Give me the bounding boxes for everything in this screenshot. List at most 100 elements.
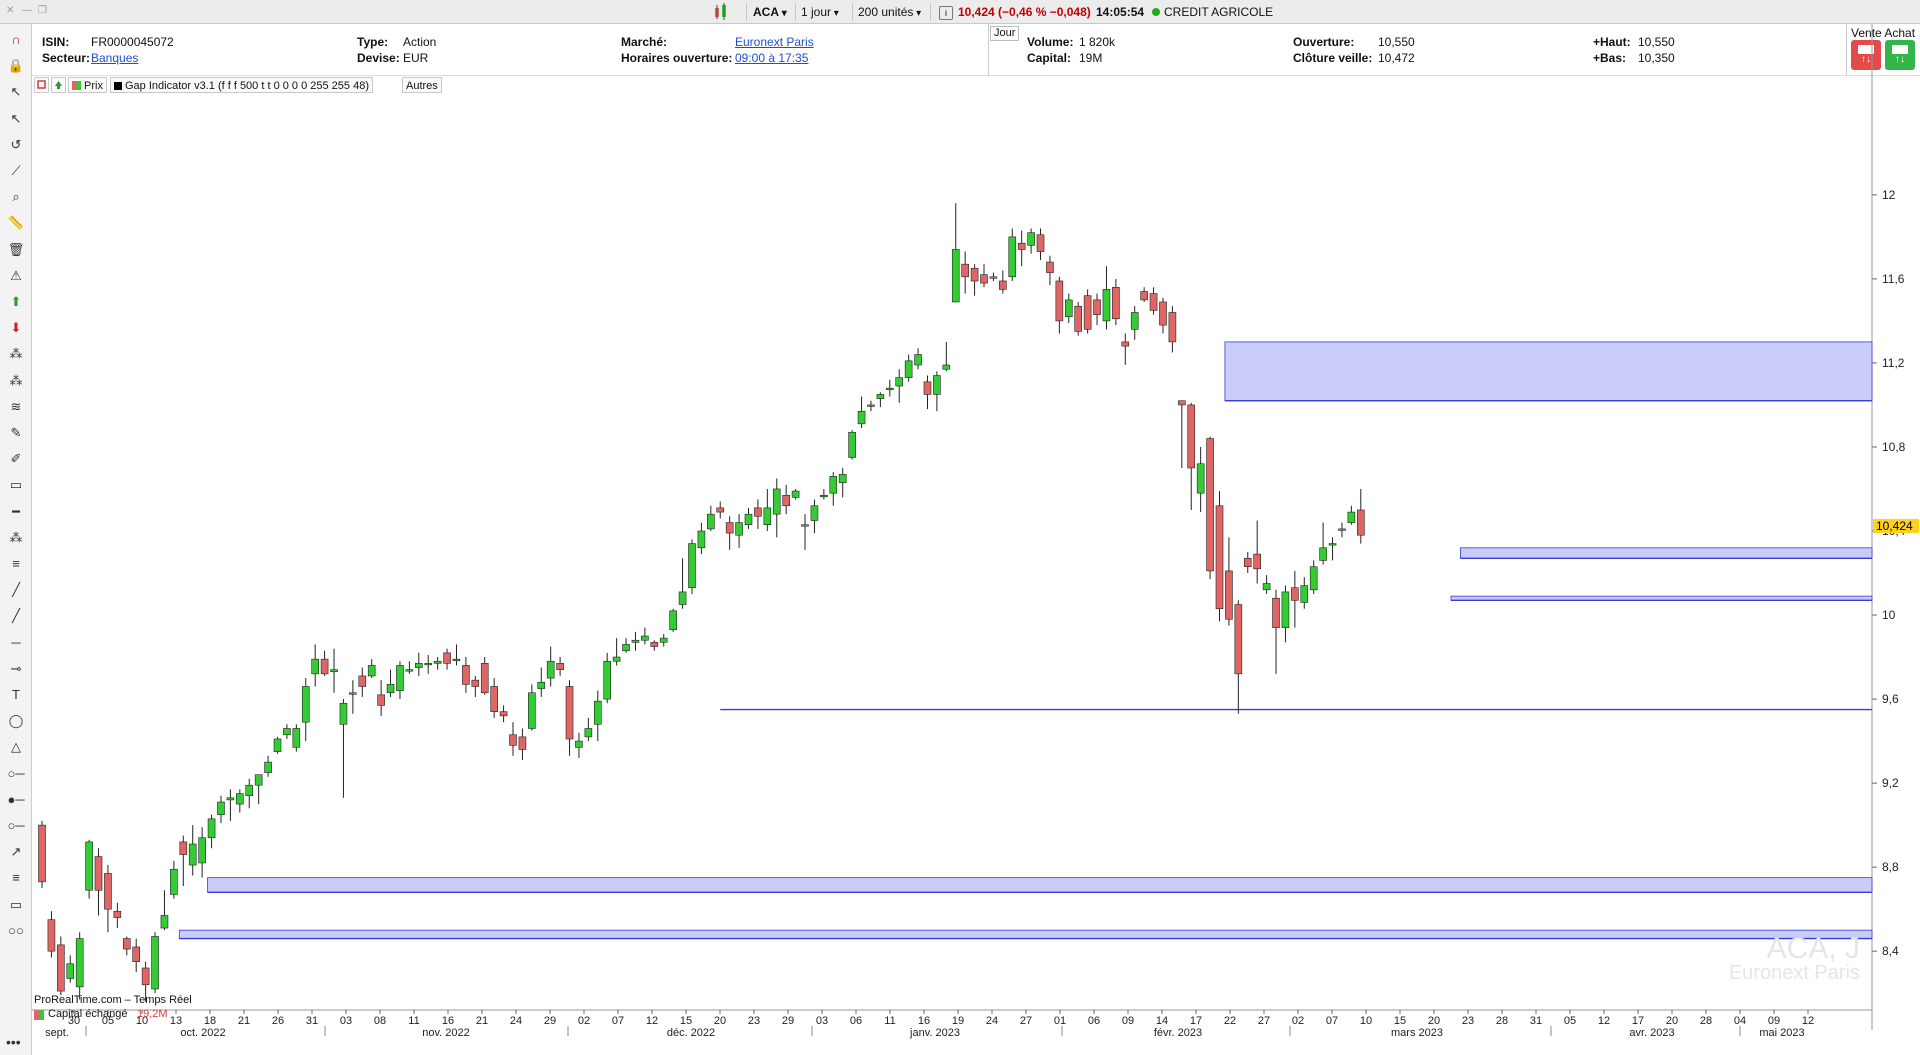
magnet-icon[interactable]: ∩ <box>11 32 21 47</box>
horaires-link[interactable]: 09:00 à 17:35 <box>735 51 809 65</box>
close-window-icon[interactable]: ✕ <box>6 5 15 16</box>
more-options-icon[interactable]: ••• <box>6 1034 21 1050</box>
candle-body <box>772 488 781 515</box>
candle-body <box>1074 305 1082 332</box>
ticker-select[interactable]: ACA <box>753 3 787 21</box>
triangle-icon[interactable]: △ <box>11 739 21 755</box>
segment2-icon[interactable]: ●─ <box>7 791 25 807</box>
horizontal-line-icon[interactable]: ─ <box>11 634 21 650</box>
candle-body <box>330 669 338 673</box>
y-tick-label: 10,8 <box>1882 440 1906 454</box>
candle-body <box>94 856 103 891</box>
legend-indicator[interactable]: Gap Indicator v3.1 (f f f 500 t t 0 0 0 … <box>110 77 373 93</box>
maximize-window-icon[interactable]: ❐ <box>38 5 47 16</box>
watermark-ticker: ACA, J <box>1766 932 1860 965</box>
line-icon[interactable]: ╱ <box>12 582 20 598</box>
indicator-swatch-icon <box>114 82 122 90</box>
info-icon[interactable]: i <box>939 6 953 20</box>
x-day-label: 20 <box>714 1015 726 1027</box>
segment-icon[interactable]: ○─ <box>7 765 25 781</box>
x-day-label: 16 <box>918 1015 930 1027</box>
lock-icon[interactable]: 🔒 <box>7 58 25 74</box>
zoom-icon[interactable]: ⌕ <box>12 189 20 205</box>
fibonacci-icon[interactable]: ⁂ <box>9 346 23 362</box>
x-day-label: 27 <box>1020 1015 1032 1027</box>
text-icon[interactable]: T <box>12 687 20 702</box>
x-day-label: 08 <box>374 1015 386 1027</box>
candle-body <box>151 936 159 990</box>
x-day-label: 12 <box>1598 1015 1610 1027</box>
candle-body <box>659 637 668 643</box>
candle-body <box>1046 261 1054 273</box>
candle-body <box>1357 509 1365 536</box>
undo-icon[interactable]: ↺ <box>10 136 22 152</box>
minimize-window-icon[interactable]: — <box>22 5 32 16</box>
hline-icon[interactable]: ━ <box>12 503 20 519</box>
channel-icon[interactable]: ≡ <box>12 556 20 571</box>
x-day-label: 16 <box>442 1015 454 1027</box>
fib-fan-icon[interactable]: ≡ <box>12 870 20 886</box>
candle-body <box>75 938 84 988</box>
candle-body <box>170 868 178 895</box>
candle-body <box>885 387 894 390</box>
sell-button[interactable] <box>1851 40 1881 70</box>
candle-body <box>490 686 498 712</box>
candle-body <box>744 513 753 525</box>
candle-body <box>1319 547 1327 561</box>
cloture-value: 10,472 <box>1378 51 1415 65</box>
candle-body <box>236 793 244 805</box>
wave-icon[interactable]: ⁂ <box>9 372 23 388</box>
candle-body <box>1083 295 1092 330</box>
volume-value: 1 820k <box>1079 35 1116 49</box>
x-day-label: 18 <box>204 1015 216 1027</box>
sell-arrow-icon[interactable]: ⬇ <box>10 320 22 336</box>
type-value: Action <box>403 35 437 49</box>
candle-body <box>471 679 480 687</box>
legend-prix-label: Prix <box>84 80 103 92</box>
units-select[interactable]: 200 unités <box>858 3 921 21</box>
haut-label: +Haut: <box>1593 35 1631 49</box>
pen-icon[interactable]: ✎ <box>10 425 22 440</box>
candle-body <box>320 658 329 675</box>
segment3-icon[interactable]: ○─ <box>7 818 25 833</box>
x-day-label: 29 <box>782 1015 794 1027</box>
ruler-icon[interactable]: 📏 <box>7 215 25 231</box>
legend-autres[interactable]: Autres <box>402 77 442 93</box>
point-line-icon[interactable]: ⊸ <box>10 660 22 676</box>
close-chart-icon[interactable] <box>34 77 49 93</box>
buy-button[interactable] <box>1885 40 1915 70</box>
timeframe-select[interactable]: 1 jour <box>801 3 839 21</box>
trend-icon[interactable]: ⟋ <box>11 163 21 178</box>
candle-body <box>1112 286 1120 320</box>
candle-body <box>1027 232 1035 246</box>
x-day-label: 02 <box>1292 1015 1304 1027</box>
cursor-plus-icon[interactable]: ↖ <box>10 110 22 126</box>
period-tab[interactable]: Jour <box>990 26 1020 41</box>
ellipse-icon[interactable]: ◯ <box>8 713 24 729</box>
x-day-label: 11 <box>884 1015 895 1027</box>
marche-link[interactable]: Euronext Paris <box>735 35 814 49</box>
fib-retracement-icon[interactable]: ≋ <box>10 398 22 414</box>
move-up-icon[interactable] <box>51 77 66 93</box>
pattern-icon[interactable]: ⁂ <box>9 529 23 545</box>
trash-icon[interactable]: 🗑 <box>7 241 25 257</box>
candle-body <box>1178 400 1186 406</box>
candle-body <box>414 663 423 668</box>
secteur-link[interactable]: Banques <box>91 51 139 65</box>
highlighter-icon[interactable]: ✐ <box>10 451 22 467</box>
buy-arrow-icon[interactable]: ⬆ <box>10 294 22 309</box>
connect-icon[interactable]: ○○ <box>8 922 24 938</box>
legend-prix[interactable]: Prix <box>68 77 107 93</box>
candle-body <box>1234 604 1243 675</box>
arrow-icon[interactable]: ↗ <box>10 844 22 860</box>
candle-body <box>904 360 913 378</box>
candle-body <box>1008 236 1017 278</box>
isin-value: FR0000045072 <box>91 35 174 49</box>
rectangle-icon[interactable]: ▭ <box>9 477 23 493</box>
ray-icon[interactable]: ╱ <box>12 608 20 624</box>
chart-type-icon[interactable] <box>713 3 731 21</box>
rect2-icon[interactable]: ▭ <box>9 896 23 912</box>
cursor-icon[interactable]: ↖ <box>10 84 22 100</box>
alert-icon[interactable]: ⚠ <box>10 267 22 283</box>
